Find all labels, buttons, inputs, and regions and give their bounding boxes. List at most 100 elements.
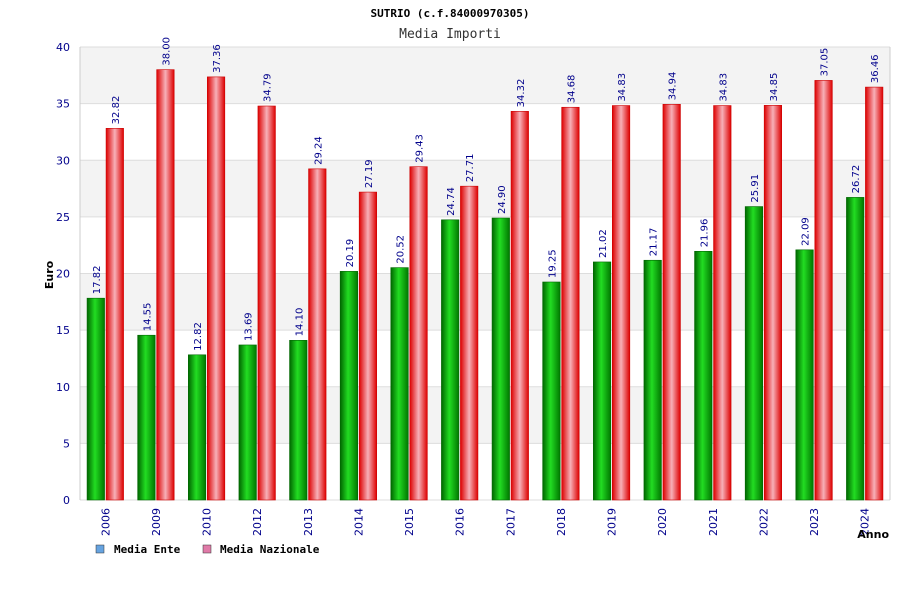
y-tick-label: 15 xyxy=(56,324,70,337)
bar-media-ente-2018 xyxy=(542,281,561,501)
y-tick-label: 10 xyxy=(56,381,70,394)
x-tick-label-2019: 2019 xyxy=(606,508,619,536)
x-tick-label-2012: 2012 xyxy=(251,508,264,536)
bar-media-ente-2014 xyxy=(339,271,358,501)
data-labels: 17.82 32.82 14.55 38.00 12.82 37.36 13.69 34.79… xyxy=(92,37,881,351)
x-tick-label-2009: 2009 xyxy=(150,508,163,536)
data-label-media-ente-2009: 14.55 xyxy=(142,303,153,332)
x-tick-label-2022: 2022 xyxy=(757,508,770,536)
x-tick-label-2018: 2018 xyxy=(555,508,568,536)
data-label-media-ente-2022: 25.91 xyxy=(750,174,761,203)
data-label-media-ente-2015: 20.52 xyxy=(396,235,407,264)
bar-media-ente-2019 xyxy=(593,261,612,501)
legend-swatch-media-ente xyxy=(95,544,105,554)
x-tick-label-2024: 2024 xyxy=(859,508,872,536)
legend-swatch-media-nazionale xyxy=(202,544,212,554)
bar-media-nazionale-2023 xyxy=(814,80,833,501)
data-label-media-ente-2019: 21.02 xyxy=(598,229,609,258)
legend-label-media-nazionale: Media Nazionale xyxy=(220,543,320,556)
bar-media-ente-2006 xyxy=(86,297,105,501)
y-tick-label: 5 xyxy=(63,437,70,450)
bar-media-nazionale-2021 xyxy=(713,105,732,501)
data-label-media-nazionale-2014: 27.19 xyxy=(364,159,375,188)
data-label-media-nazionale-2024: 36.46 xyxy=(870,54,881,83)
bar-media-ente-2016 xyxy=(441,219,460,501)
bar-media-nazionale-2022 xyxy=(763,105,782,501)
data-label-media-nazionale-2018: 34.68 xyxy=(566,75,577,104)
data-label-media-nazionale-2020: 34.94 xyxy=(668,72,679,101)
legend-label-media-ente: Media Ente xyxy=(114,543,181,556)
bar-media-nazionale-2016 xyxy=(460,185,479,501)
data-label-media-ente-2023: 22.09 xyxy=(801,217,812,246)
data-label-media-nazionale-2010: 37.36 xyxy=(212,44,223,73)
y-tick-label: 0 xyxy=(63,494,70,507)
data-label-media-ente-2012: 13.69 xyxy=(244,312,255,341)
x-tick-label-2014: 2014 xyxy=(352,508,365,536)
y-axis-ticks: 0 5 10 15 20 25 30 35 40 xyxy=(56,41,70,507)
bar-media-nazionale-2012 xyxy=(257,105,276,501)
bar-media-ente-2013 xyxy=(289,340,308,501)
data-label-media-nazionale-2023: 37.05 xyxy=(820,48,831,77)
data-label-media-nazionale-2009: 38.00 xyxy=(161,37,172,66)
data-label-media-ente-2014: 20.19 xyxy=(345,239,356,268)
bar-media-ente-2021 xyxy=(694,251,713,501)
data-label-media-ente-2018: 19.25 xyxy=(547,249,558,278)
data-label-media-nazionale-2006: 32.82 xyxy=(111,96,122,125)
chart-title: SUTRIO (c.f.84000970305) xyxy=(371,7,530,20)
y-tick-label: 40 xyxy=(56,41,70,54)
data-label-media-nazionale-2012: 34.79 xyxy=(263,73,274,102)
data-label-media-ente-2017: 24.90 xyxy=(497,185,508,214)
bar-media-nazionale-2009 xyxy=(156,69,175,501)
bar-media-ente-2015 xyxy=(390,267,409,501)
bar-media-ente-2022 xyxy=(744,206,763,501)
data-label-media-ente-2006: 17.82 xyxy=(92,266,103,295)
data-label-media-nazionale-2013: 29.24 xyxy=(313,136,324,165)
x-tick-label-2006: 2006 xyxy=(99,508,112,536)
x-axis-ticks: 2006 2009 2010 2012 2013 2014 2015 2016 2017 2018… xyxy=(99,508,871,536)
legend: Media Ente Media Nazionale xyxy=(95,543,320,556)
bar-media-nazionale-2015 xyxy=(409,166,428,501)
data-label-media-ente-2020: 21.17 xyxy=(649,228,660,257)
x-tick-label-2010: 2010 xyxy=(201,508,214,536)
bar-media-ente-2020 xyxy=(643,259,662,501)
data-label-media-ente-2021: 21.96 xyxy=(699,219,710,248)
data-label-media-ente-2024: 26.72 xyxy=(851,165,862,194)
bars xyxy=(86,69,884,501)
data-label-media-ente-2013: 14.10 xyxy=(294,308,305,337)
bar-media-nazionale-2019 xyxy=(612,105,631,501)
bar-media-ente-2012 xyxy=(238,344,257,501)
x-tick-label-2015: 2015 xyxy=(403,508,416,536)
x-tick-label-2013: 2013 xyxy=(302,508,315,536)
x-tick-label-2017: 2017 xyxy=(504,508,517,536)
bar-media-nazionale-2017 xyxy=(510,111,529,501)
y-tick-label: 25 xyxy=(56,211,70,224)
x-axis-label: Anno xyxy=(857,528,889,541)
x-tick-label-2020: 2020 xyxy=(656,508,669,536)
data-label-media-ente-2010: 12.82 xyxy=(193,322,204,351)
y-axis-label: Euro xyxy=(43,260,56,289)
bar-media-ente-2023 xyxy=(795,249,814,501)
data-label-media-nazionale-2022: 34.85 xyxy=(769,73,780,102)
x-tick-label-2023: 2023 xyxy=(808,508,821,536)
bar-media-nazionale-2018 xyxy=(561,106,580,501)
bar-media-nazionale-2020 xyxy=(662,104,681,501)
chart-subtitle: Media Importi xyxy=(399,27,501,42)
bar-media-nazionale-2013 xyxy=(308,168,327,501)
y-tick-label: 20 xyxy=(56,268,70,281)
bar-media-ente-2017 xyxy=(491,217,510,501)
y-tick-label: 30 xyxy=(56,154,70,167)
data-label-media-nazionale-2019: 34.83 xyxy=(617,73,628,102)
bar-media-nazionale-2014 xyxy=(358,191,377,501)
data-label-media-nazionale-2016: 27.71 xyxy=(465,154,476,183)
data-label-media-nazionale-2015: 29.43 xyxy=(415,134,426,163)
data-label-media-nazionale-2017: 34.32 xyxy=(516,79,527,108)
data-label-media-ente-2016: 24.74 xyxy=(446,187,457,216)
x-tick-label-2016: 2016 xyxy=(454,508,467,536)
bar-media-nazionale-2006 xyxy=(105,128,124,501)
bar-media-ente-2010 xyxy=(188,354,207,501)
bar-media-nazionale-2024 xyxy=(865,86,884,501)
bar-media-ente-2009 xyxy=(137,334,156,501)
bar-media-ente-2024 xyxy=(846,197,865,501)
bar-media-nazionale-2010 xyxy=(207,76,226,501)
